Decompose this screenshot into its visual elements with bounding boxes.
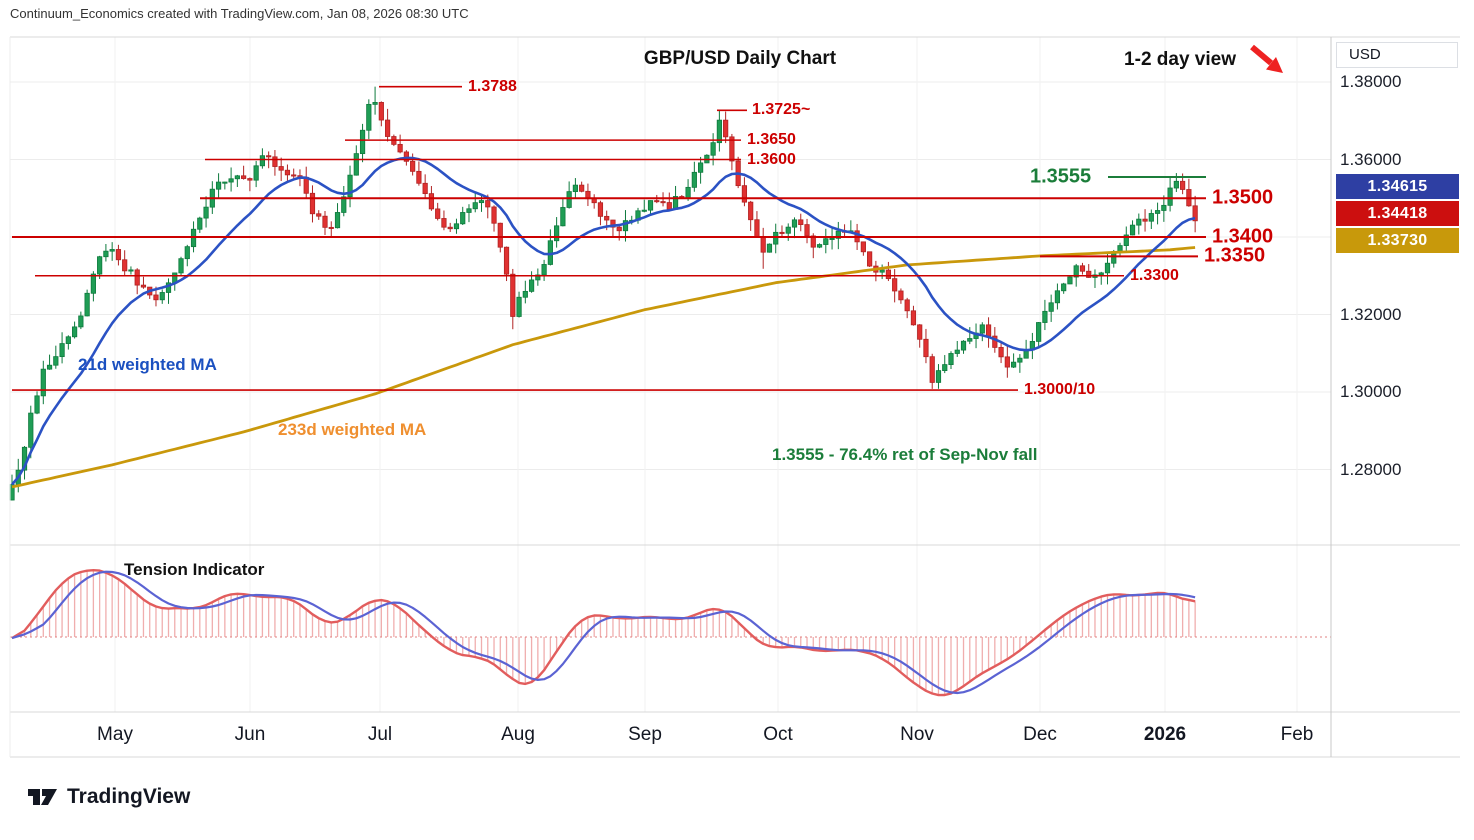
watermark: Continuum_Economics created with Trading… bbox=[10, 6, 469, 21]
pane-frame bbox=[9, 36, 1460, 758]
level-label-1.3600[interactable]: 1.3600 bbox=[747, 150, 796, 168]
ma233-line[interactable] bbox=[11, 246, 1196, 489]
time-label-Nov[interactable]: Nov bbox=[900, 724, 934, 745]
price-badge-ma233-value: 1.33730 bbox=[1336, 228, 1459, 253]
time-label-Aug[interactable]: Aug bbox=[501, 724, 535, 745]
level-lines[interactable] bbox=[12, 85, 1206, 391]
chart-title[interactable]: GBP/USD Daily Chart bbox=[643, 48, 837, 69]
tradingview-logo-icon bbox=[28, 789, 57, 805]
time-label-Jun[interactable]: Jun bbox=[234, 724, 266, 745]
ma21-line[interactable] bbox=[11, 156, 1196, 486]
level-label-1.3350[interactable]: 1.3350 bbox=[1204, 244, 1266, 267]
price-tick-1.32000: 1.32000 bbox=[1340, 304, 1402, 324]
time-label-May[interactable]: May bbox=[97, 724, 133, 745]
level-label-1.3400[interactable]: 1.3400 bbox=[1212, 225, 1274, 248]
price-tick-1.38000: 1.38000 bbox=[1340, 72, 1402, 91]
time-label-Dec[interactable]: Dec bbox=[1023, 724, 1057, 745]
level-label-1.3650[interactable]: 1.3650 bbox=[747, 131, 796, 149]
tension-indicator-title[interactable]: Tension Indicator bbox=[124, 560, 265, 579]
tension-indicator[interactable] bbox=[10, 569, 1331, 697]
level-label-1.3000/10[interactable]: 1.3000/10 bbox=[1024, 381, 1096, 399]
level-label-1.3788[interactable]: 1.3788 bbox=[468, 77, 517, 95]
tradingview-logo[interactable]: TradingView bbox=[26, 784, 190, 810]
view-note[interactable]: 1-2 day view bbox=[1124, 49, 1236, 70]
ma21-label[interactable]: 21d weighted MA bbox=[78, 355, 217, 374]
down-right-arrow-icon[interactable] bbox=[1248, 42, 1288, 78]
fib-retracement-note[interactable]: 1.3555 - 76.4% ret of Sep-Nov fall bbox=[772, 445, 1038, 464]
time-label-Jul[interactable]: Jul bbox=[367, 724, 393, 745]
level-label-1.3725~[interactable]: 1.3725~ bbox=[752, 101, 811, 119]
price-badge-last-price: 1.34418 bbox=[1336, 201, 1459, 226]
price-tick-1.28000: 1.28000 bbox=[1340, 459, 1402, 479]
time-label-Oct[interactable]: Oct bbox=[763, 724, 793, 745]
price-tick-1.36000: 1.36000 bbox=[1340, 149, 1402, 169]
currency-label-text: USD bbox=[1349, 46, 1381, 63]
time-label-2026[interactable]: 2026 bbox=[1143, 724, 1187, 745]
tradingview-wordmark: TradingView bbox=[67, 785, 191, 808]
candlestick-series[interactable] bbox=[9, 86, 1198, 501]
price-badge-ma21-value: 1.34615 bbox=[1336, 174, 1459, 199]
level-label-1.3500[interactable]: 1.3500 bbox=[1212, 186, 1274, 209]
ma233-label[interactable]: 233d weighted MA bbox=[278, 420, 427, 439]
price-tick-1.30000: 1.30000 bbox=[1340, 382, 1402, 401]
level-label-1.3555[interactable]: 1.3555 bbox=[1030, 165, 1092, 188]
time-label-Feb[interactable]: Feb bbox=[1280, 724, 1314, 745]
time-label-Sep[interactable]: Sep bbox=[628, 724, 662, 745]
currency-label[interactable]: USD bbox=[1336, 42, 1458, 68]
level-label-1.3300[interactable]: 1.3300 bbox=[1130, 266, 1179, 284]
